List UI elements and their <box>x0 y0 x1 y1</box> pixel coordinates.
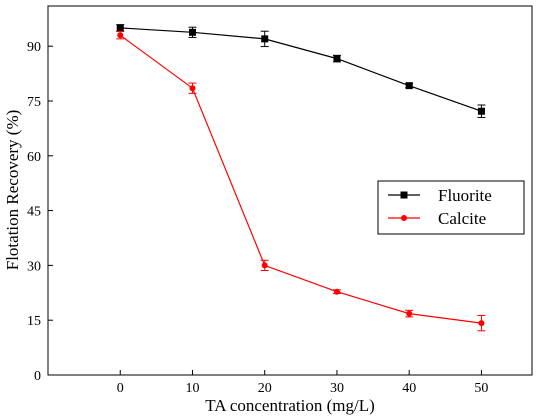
legend-marker-fluorite <box>400 191 408 199</box>
series-line-fluorite <box>120 27 482 112</box>
data-point-fluorite <box>333 55 341 63</box>
x-tick-label: 50 <box>474 381 488 396</box>
y-axis: 0 15 30 45 60 75 90 <box>27 40 53 384</box>
y-tick-label: 45 <box>27 205 41 220</box>
data-point-fluorite <box>188 28 196 36</box>
data-point-fluorite <box>405 82 413 90</box>
y-tick-label: 30 <box>27 259 41 274</box>
x-tick-label: 20 <box>258 381 272 396</box>
data-point-fluorite <box>477 107 485 115</box>
legend: Fluorite Calcite <box>377 180 525 235</box>
y-tick-label: 90 <box>27 40 41 55</box>
x-tick-label: 10 <box>185 381 199 396</box>
y-axis-title: Flotation Recovery (%) <box>3 110 22 271</box>
legend-box <box>377 180 525 235</box>
data-point-calcite <box>117 32 124 39</box>
legend-label-fluorite: Fluorite <box>438 186 492 205</box>
legend-label-calcite: Calcite <box>438 209 486 228</box>
data-point-calcite <box>261 262 268 269</box>
legend-marker-calcite <box>401 215 407 221</box>
series-layer <box>116 24 486 332</box>
x-tick-label: 40 <box>402 381 416 396</box>
y-tick-label: 75 <box>27 95 41 110</box>
x-axis-title: TA concentration (mg/L) <box>205 396 375 415</box>
y-tick-label: 60 <box>27 150 41 165</box>
plot-frame <box>47 5 533 376</box>
x-tick-label: 0 <box>117 381 124 396</box>
y-tick-label: 15 <box>27 314 41 329</box>
x-axis: 0 10 20 30 40 50 <box>117 370 488 396</box>
x-tick-label: 30 <box>330 381 344 396</box>
data-point-calcite <box>406 310 413 317</box>
data-point-calcite <box>333 288 340 295</box>
data-point-fluorite <box>116 24 124 32</box>
data-point-calcite <box>189 85 196 92</box>
y-tick-label: 0 <box>34 369 41 384</box>
data-point-fluorite <box>261 35 269 43</box>
data-point-calcite <box>478 320 485 327</box>
series-line-calcite <box>119 34 482 324</box>
